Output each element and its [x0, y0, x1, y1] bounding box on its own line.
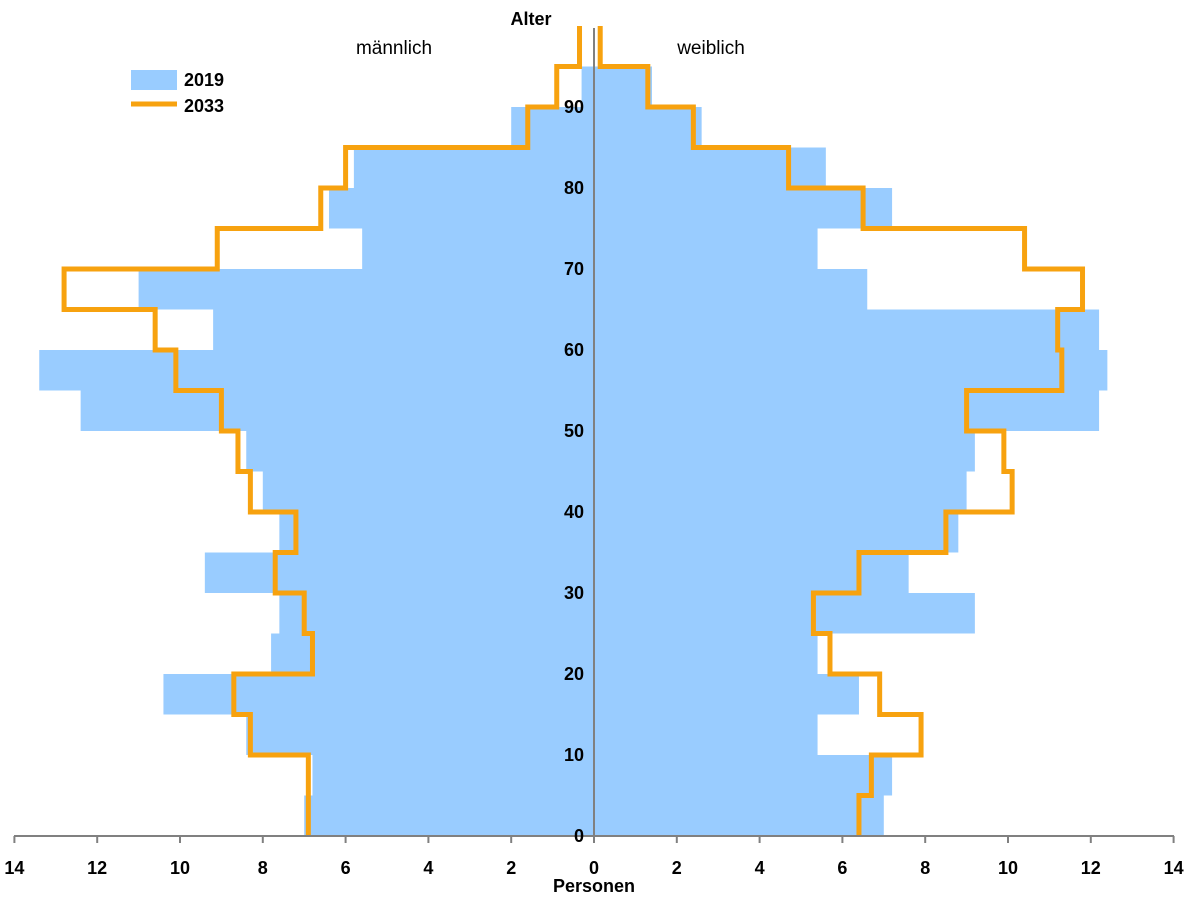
x-axis-title: Personen: [553, 876, 635, 896]
x-tick-label: 6: [341, 858, 351, 878]
bar-2019-male-35-39: [279, 512, 594, 553]
bar-2019-male-70-74: [362, 228, 594, 269]
y-tick-label: 60: [564, 340, 584, 360]
x-axis-ticks: 14 12 10 8 6 4 2 0 2 4 6 8 10 12 14: [4, 836, 1184, 878]
y-tick-label: 0: [574, 826, 584, 846]
line-2033-female: [597, 26, 1086, 836]
bar-2019-male-0-4: [304, 795, 594, 836]
y-tick-label: 40: [564, 502, 584, 522]
bar-2019-male-85-89: [511, 107, 594, 148]
y-tick-label: 10: [564, 745, 584, 765]
x-tick-label: 4: [423, 858, 433, 878]
bar-2019-female-40-44: [594, 471, 967, 512]
legend-label-2033: 2033: [184, 96, 224, 116]
line-2033-male: [61, 26, 583, 836]
x-tick-label: 14: [4, 858, 24, 878]
x-tick-label: 14: [1164, 858, 1184, 878]
bar-2019-male-65-69: [138, 269, 594, 310]
bar-2019-female-70-74: [594, 228, 818, 269]
x-tick-label: 0: [589, 858, 599, 878]
bar-2019-female-5-9: [594, 755, 893, 796]
x-tick-label: 10: [170, 858, 190, 878]
line-2033-series: [61, 26, 1086, 836]
legend: 2019 2033: [131, 70, 224, 116]
bar-2019-male-40-44: [262, 471, 594, 512]
bars-2019-series: [39, 66, 1108, 836]
bar-2019-male-50-54: [80, 390, 594, 431]
x-tick-label: 2: [672, 858, 682, 878]
female-label: weiblich: [676, 38, 745, 59]
bar-2019-male-60-64: [213, 309, 594, 350]
bar-2019-female-25-29: [594, 593, 975, 634]
y-tick-label: 80: [564, 178, 584, 198]
bar-2019-female-0-4: [594, 795, 884, 836]
bar-2019-male-5-9: [312, 755, 594, 796]
bar-2019-male-15-19: [163, 674, 594, 715]
y-axis-ticks: 0 10 20 30 40 50 60 70 80 90: [564, 97, 584, 846]
bar-2019-female-55-59: [594, 350, 1108, 391]
bar-2019-female-35-39: [594, 512, 959, 553]
bar-2019-male-55-59: [39, 350, 595, 391]
bar-2019-male-45-49: [246, 431, 595, 472]
bar-2019-female-85-89: [594, 107, 702, 148]
bar-2019-male-10-14: [246, 714, 595, 755]
bar-2019-male-20-24: [271, 633, 594, 674]
x-tick-label: 4: [755, 858, 765, 878]
bar-2019-female-20-24: [594, 633, 818, 674]
bar-2019-male-80-84: [353, 147, 594, 188]
x-tick-label: 8: [258, 858, 268, 878]
bar-2019-female-90-94: [594, 66, 652, 107]
bar-2019-female-45-49: [594, 431, 975, 472]
x-tick-label: 10: [998, 858, 1018, 878]
y-tick-label: 70: [564, 259, 584, 279]
bar-2019-female-60-64: [594, 309, 1100, 350]
x-tick-label: 6: [837, 858, 847, 878]
legend-label-2019: 2019: [184, 70, 224, 90]
bar-2019-female-10-14: [594, 714, 818, 755]
y-tick-label: 30: [564, 583, 584, 603]
bar-2019-male-30-34: [204, 552, 594, 593]
bar-2019-female-15-19: [594, 674, 859, 715]
bar-2019-female-65-69: [594, 269, 868, 310]
x-tick-label: 8: [920, 858, 930, 878]
x-tick-label: 12: [87, 858, 107, 878]
y-axis-title: Alter: [510, 9, 551, 29]
bar-2019-male-25-29: [279, 593, 594, 634]
y-tick-label: 90: [564, 97, 584, 117]
bar-2019-male-90-94: [581, 66, 594, 107]
male-label: männlich: [356, 38, 432, 59]
legend-swatch-2019: [131, 70, 177, 90]
y-tick-label: 20: [564, 664, 584, 684]
x-tick-label: 12: [1081, 858, 1101, 878]
y-tick-label: 50: [564, 421, 584, 441]
bar-2019-female-30-34: [594, 552, 909, 593]
bar-2019-female-75-79: [594, 188, 893, 229]
x-tick-label: 2: [506, 858, 516, 878]
bar-2019-female-50-54: [594, 390, 1100, 431]
bar-2019-male-75-79: [329, 188, 594, 229]
